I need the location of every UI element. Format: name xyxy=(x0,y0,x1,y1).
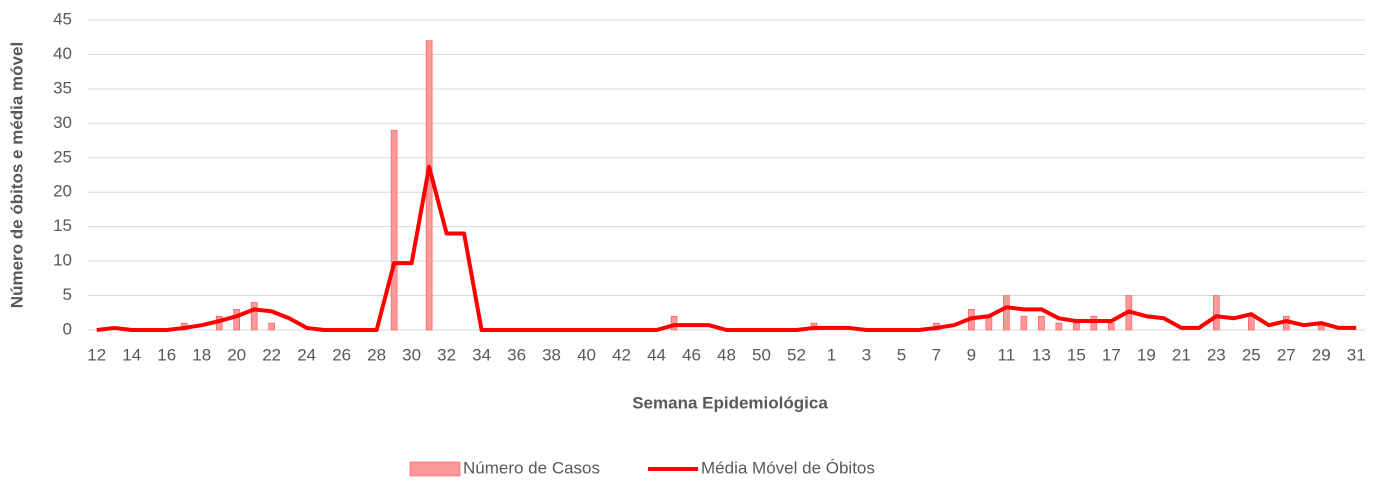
x-tick-label: 31 xyxy=(1347,345,1366,364)
x-tick-label: 5 xyxy=(897,345,906,364)
x-tick-label: 24 xyxy=(297,345,316,364)
bar xyxy=(1247,315,1255,331)
x-tick-label: 26 xyxy=(332,345,351,364)
x-tick-label: 11 xyxy=(998,345,1016,364)
y-tick-label: 45 xyxy=(53,9,72,28)
x-tick-label: 21 xyxy=(1172,345,1191,364)
x-tick-label: 25 xyxy=(1242,345,1261,364)
y-tick-label: 0 xyxy=(63,319,72,338)
x-tick-label: 19 xyxy=(1137,345,1156,364)
y-tick-label: 40 xyxy=(53,44,72,63)
y-tick-label: 25 xyxy=(53,147,72,166)
bar xyxy=(1003,295,1010,331)
x-tick-label: 9 xyxy=(967,345,976,364)
y-tick-label: 5 xyxy=(63,285,72,304)
x-tick-label: 16 xyxy=(157,345,176,364)
bar xyxy=(268,322,275,331)
x-tick-label: 44 xyxy=(647,345,666,364)
x-tick-label: 3 xyxy=(862,345,871,364)
x-tick-label: 7 xyxy=(932,345,941,364)
x-tick-label: 38 xyxy=(542,345,561,364)
x-tick-label: 42 xyxy=(612,345,631,364)
x-tick-label: 46 xyxy=(682,345,701,364)
bar xyxy=(1108,322,1115,331)
x-tick-label: 14 xyxy=(122,345,141,364)
x-tick-label: 1 xyxy=(827,345,836,364)
bar xyxy=(1055,322,1063,331)
bar xyxy=(670,315,678,331)
bar xyxy=(233,309,240,331)
y-tick-label: 15 xyxy=(53,216,72,235)
x-tick-label: 34 xyxy=(472,345,491,364)
bar xyxy=(1090,315,1098,331)
x-tick-label: 15 xyxy=(1067,345,1086,364)
x-tick-label: 18 xyxy=(192,345,211,364)
legend-label: Média Móvel de Óbitos xyxy=(701,458,875,477)
y-tick-label: 20 xyxy=(53,182,72,201)
y-tick-label: 30 xyxy=(53,113,72,132)
bar xyxy=(1038,315,1045,331)
x-tick-label: 23 xyxy=(1207,345,1226,364)
legend-label: Número de Casos xyxy=(463,458,600,477)
x-tick-label: 50 xyxy=(752,345,771,364)
x-tick-label: 22 xyxy=(262,345,281,364)
x-tick-label: 32 xyxy=(437,345,456,364)
x-tick-label: 52 xyxy=(787,345,806,364)
x-tick-label: 28 xyxy=(367,345,386,364)
bar xyxy=(390,129,398,331)
x-axis-title: Semana Epidemiológica xyxy=(632,393,828,412)
legend-swatch xyxy=(409,461,461,477)
x-tick-label: 27 xyxy=(1277,345,1296,364)
y-tick-label: 10 xyxy=(53,251,72,270)
x-tick-label: 13 xyxy=(1032,345,1051,364)
x-tick-label: 40 xyxy=(577,345,596,364)
x-tick-label: 17 xyxy=(1102,345,1121,364)
bar xyxy=(1213,295,1220,331)
line xyxy=(96,164,1357,332)
x-tick-label: 20 xyxy=(227,345,246,364)
x-tick-label: 30 xyxy=(402,345,421,364)
bar xyxy=(1073,322,1080,331)
x-tick-label: 12 xyxy=(87,345,106,364)
bar xyxy=(1020,315,1028,331)
bar xyxy=(250,302,258,331)
x-tick-label: 29 xyxy=(1312,345,1331,364)
x-tick-label: 36 xyxy=(507,345,526,364)
y-tick-label: 35 xyxy=(53,78,72,97)
x-tick-label: 48 xyxy=(717,345,736,364)
y-axis-title: Número de óbitos e média móvel xyxy=(7,42,26,308)
